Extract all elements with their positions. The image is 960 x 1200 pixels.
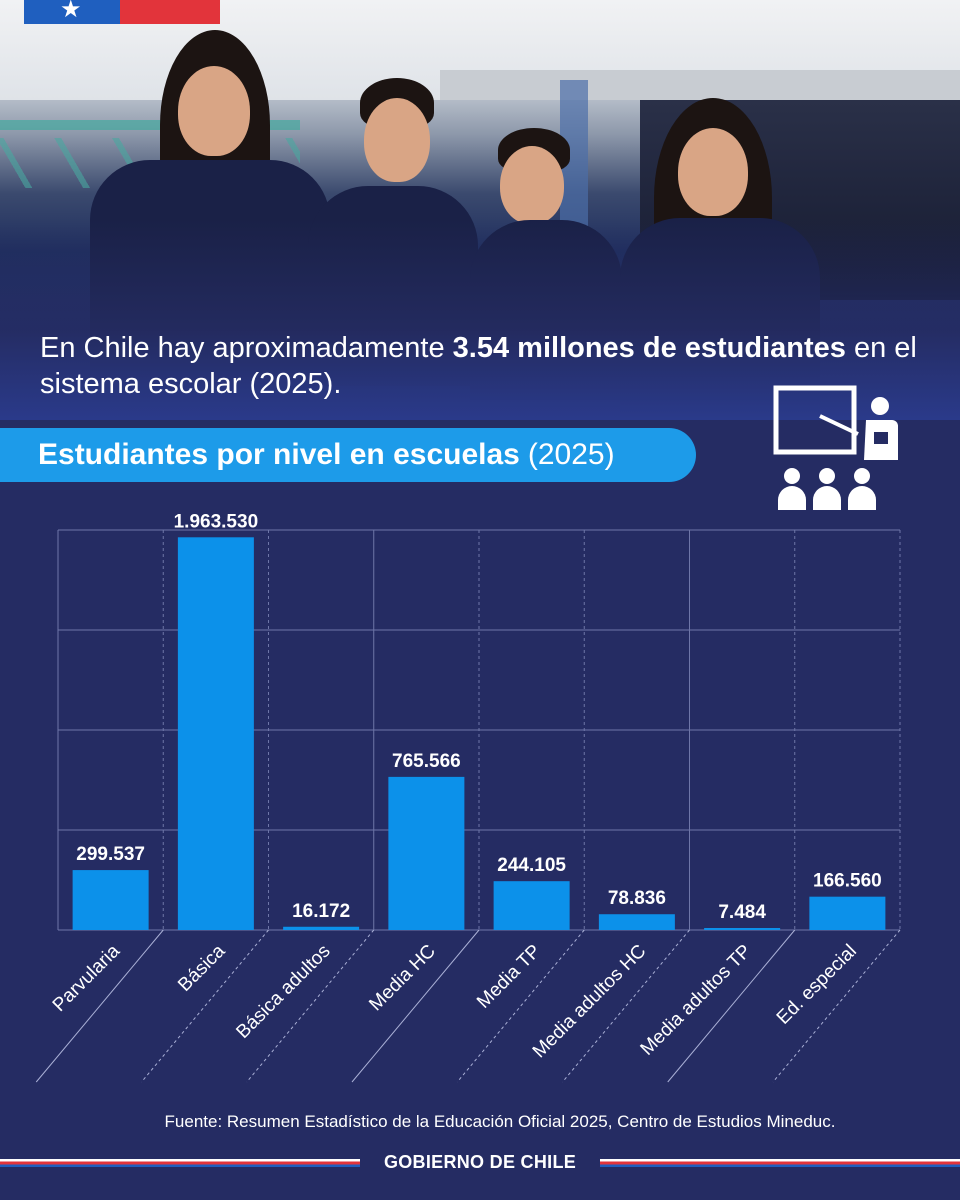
- category-label: Ed. especial: [773, 941, 861, 1029]
- students-photo: [0, 0, 960, 420]
- bar-value-label: 16.172: [292, 901, 350, 922]
- bar: [493, 881, 570, 930]
- bar-chart: 299.537 Parvularia 1.963.530 Básica 16.172 Bá…: [0, 500, 960, 1100]
- category-label: Básica adultos: [232, 941, 334, 1043]
- bar-value-label: 1.963.530: [174, 511, 259, 532]
- headline-suffix: en el sistema escolar (2025).: [40, 332, 917, 400]
- bar: [598, 914, 675, 930]
- bar: [704, 928, 781, 930]
- headline-highlight: 3.54 millones de estudiantes: [452, 332, 846, 364]
- bar: [388, 776, 465, 930]
- headline-prefix: En Chile hay aproximadamente: [40, 332, 453, 364]
- footer: GOBIERNO DE CHILE: [0, 1150, 960, 1180]
- source-note: Fuente: Resumen Estadístico de la Educac…: [164, 1112, 836, 1131]
- bar-value-label: 7.484: [718, 902, 766, 923]
- label-leader: [351, 929, 480, 1083]
- bar-value-label: 166.560: [813, 871, 882, 892]
- government-brand: GOBIERNO DE CHILE: [383, 1152, 577, 1172]
- chart-title-year: (2025): [527, 438, 615, 471]
- bar: [177, 537, 254, 930]
- chart-title-bold: Estudiantes por nivel en escuelas: [38, 438, 520, 471]
- bar-value-label: 765.566: [392, 751, 461, 772]
- label-leader: [667, 929, 796, 1083]
- chile-flag-icon: ★: [24, 0, 220, 24]
- bar-value-label: 78.836: [608, 888, 666, 909]
- bar: [283, 926, 360, 930]
- bar-chart-svg: 299.537 Parvularia 1.963.530 Básica 16.172 Bá…: [35, 511, 901, 1083]
- category-label: Parvularia: [49, 940, 125, 1016]
- teacher-classroom-icon: [773, 385, 898, 510]
- flag-stripe-right: [600, 1159, 960, 1167]
- flag-stripe-left: [0, 1159, 360, 1167]
- bar-value-label: 244.105: [497, 855, 566, 876]
- bar: [72, 870, 149, 930]
- category-label: Media adultos HC: [529, 941, 651, 1063]
- headline: En Chile hay aproximadamente 3.54 millon…: [40, 330, 920, 402]
- chart-title: Estudiantes por nivel en escuelas (2025): [0, 428, 696, 482]
- category-label: Media TP: [473, 941, 545, 1013]
- category-label: Básica: [174, 940, 229, 995]
- category-label: Media adultos TP: [637, 941, 756, 1060]
- bar: [809, 896, 886, 930]
- category-label: Media HC: [365, 941, 440, 1016]
- bar-value-label: 299.537: [76, 844, 145, 865]
- label-leader: [35, 929, 164, 1083]
